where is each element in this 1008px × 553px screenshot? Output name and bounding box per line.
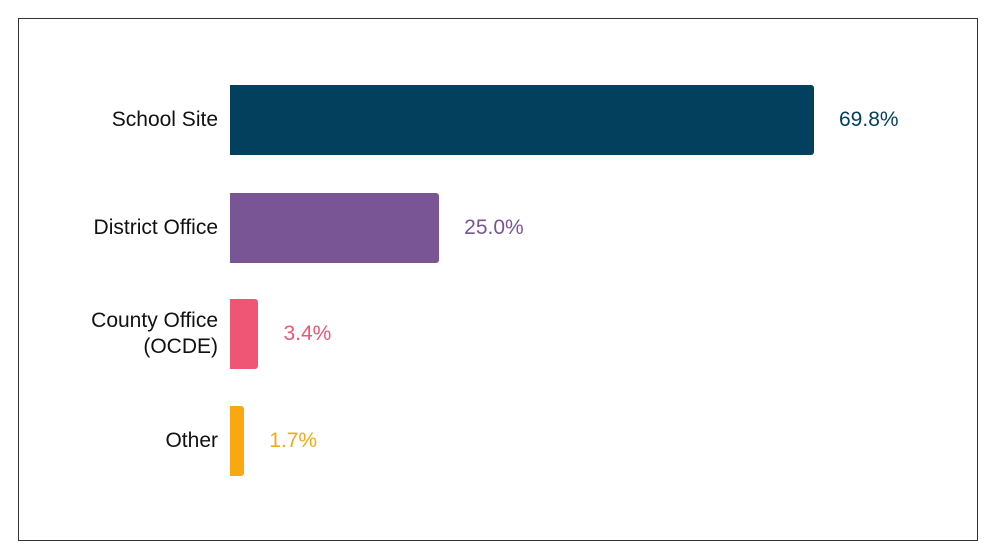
value-label: 3.4% xyxy=(283,322,332,345)
bar xyxy=(230,193,440,263)
bar xyxy=(230,85,814,155)
category-label: School Site xyxy=(111,108,218,131)
category-label: County Office (OCDE) xyxy=(91,309,218,358)
value-label: 1.7% xyxy=(269,429,318,452)
value-label: 69.8% xyxy=(839,108,899,131)
category-label: Other xyxy=(165,429,218,452)
category-label: District Office xyxy=(93,216,218,239)
value-label: 25.0% xyxy=(464,216,524,239)
chart-frame xyxy=(18,18,978,541)
bar xyxy=(230,299,259,369)
bar xyxy=(230,406,245,476)
